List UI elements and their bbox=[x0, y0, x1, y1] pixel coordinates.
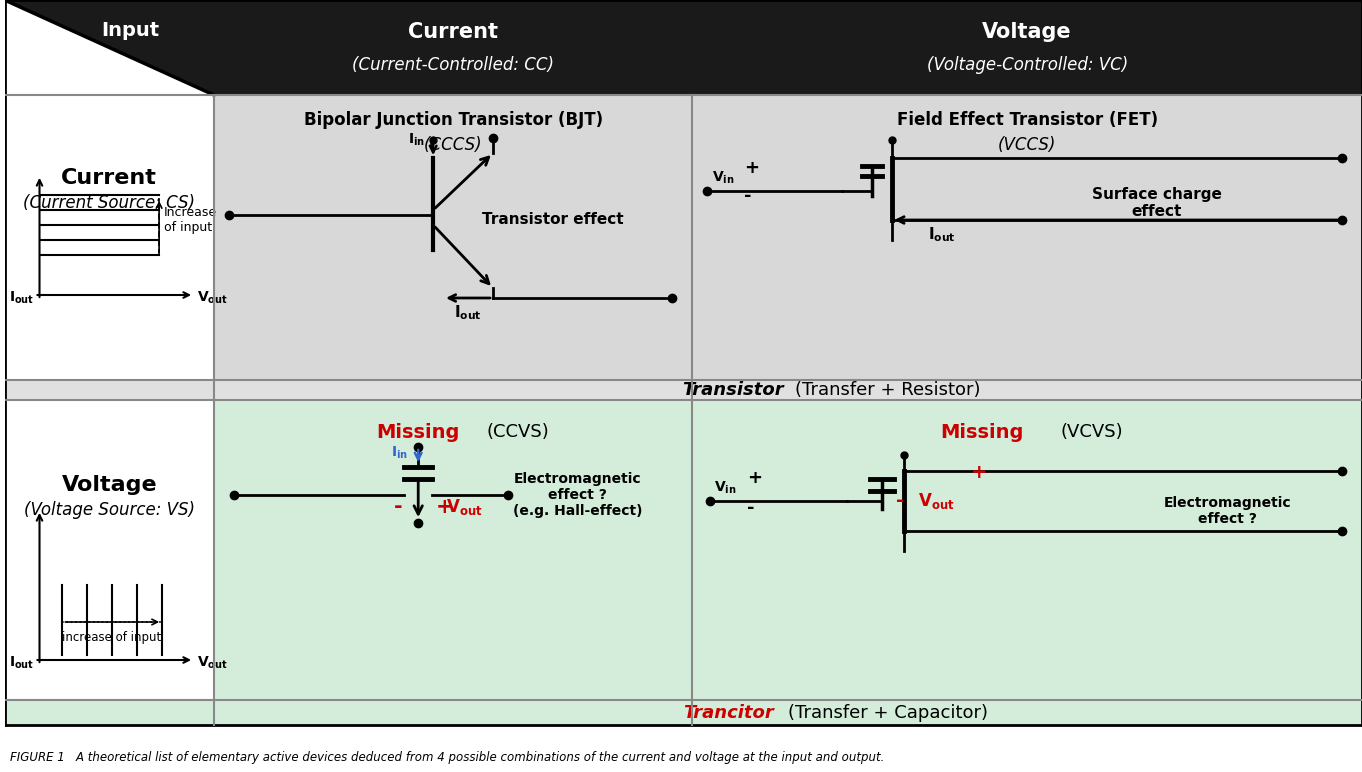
Bar bbox=[4, 400, 214, 700]
Text: Input: Input bbox=[101, 21, 159, 39]
Text: -: - bbox=[394, 497, 403, 517]
Text: V$_\mathregular{in}$: V$_\mathregular{in}$ bbox=[714, 480, 737, 496]
Text: V$_\mathregular{out}$: V$_\mathregular{out}$ bbox=[447, 497, 482, 517]
Text: Surface charge
effect: Surface charge effect bbox=[1092, 187, 1222, 219]
Text: V$_\mathregular{in}$: V$_\mathregular{in}$ bbox=[712, 170, 734, 186]
Bar bbox=[4, 95, 214, 380]
Text: Electromagnetic
effect ?
(e.g. Hall-effect): Electromagnetic effect ? (e.g. Hall-effe… bbox=[513, 472, 643, 518]
Text: +: + bbox=[436, 497, 454, 517]
Text: Voltage: Voltage bbox=[982, 22, 1072, 42]
Polygon shape bbox=[4, 0, 214, 95]
Text: (Voltage-Controlled: VC): (Voltage-Controlled: VC) bbox=[926, 56, 1128, 75]
Polygon shape bbox=[4, 0, 214, 95]
Text: Transistor: Transistor bbox=[682, 381, 785, 399]
Text: Electromagnetic
effect ?: Electromagnetic effect ? bbox=[1163, 496, 1291, 526]
Text: I$_\mathregular{out}$: I$_\mathregular{out}$ bbox=[10, 655, 34, 671]
Bar bbox=[214, 400, 692, 700]
Text: Field Effect Transistor (FET): Field Effect Transistor (FET) bbox=[896, 111, 1158, 129]
Text: (Transfer + Capacitor): (Transfer + Capacitor) bbox=[787, 703, 987, 722]
Text: increase of input: increase of input bbox=[63, 631, 162, 645]
Text: (CCVS): (CCVS) bbox=[486, 423, 549, 441]
Text: FIGURE 1   A theoretical list of elementary active devices deduced from 4 possib: FIGURE 1 A theoretical list of elementar… bbox=[10, 751, 884, 764]
Text: I$_\mathregular{in}$: I$_\mathregular{in}$ bbox=[391, 445, 409, 461]
Text: Current: Current bbox=[409, 22, 498, 42]
Text: Increase
of input: Increase of input bbox=[163, 206, 217, 234]
Text: I$_\mathregular{out}$: I$_\mathregular{out}$ bbox=[928, 225, 955, 245]
Bar bbox=[692, 95, 1362, 380]
Text: Missing: Missing bbox=[941, 422, 1024, 442]
Text: (Current-Controlled: CC): (Current-Controlled: CC) bbox=[353, 56, 554, 75]
Text: I$_\mathregular{out}$: I$_\mathregular{out}$ bbox=[454, 303, 482, 323]
Text: -: - bbox=[744, 187, 752, 205]
Text: V$_\mathregular{out}$: V$_\mathregular{out}$ bbox=[197, 290, 227, 306]
Text: (VCCS): (VCCS) bbox=[998, 136, 1057, 154]
Text: Bipolar Junction Transistor (BJT): Bipolar Junction Transistor (BJT) bbox=[304, 111, 602, 129]
Text: Trancitor: Trancitor bbox=[682, 703, 774, 722]
Text: I$_\mathregular{in}$: I$_\mathregular{in}$ bbox=[409, 132, 425, 148]
Text: Voltage: Voltage bbox=[61, 475, 157, 495]
Text: V$_\mathregular{out}$: V$_\mathregular{out}$ bbox=[918, 491, 955, 511]
Text: I$_\mathregular{out}$: I$_\mathregular{out}$ bbox=[10, 290, 34, 306]
Text: -: - bbox=[896, 492, 903, 510]
Text: Output: Output bbox=[23, 66, 99, 84]
Text: V$_\mathregular{out}$: V$_\mathregular{out}$ bbox=[197, 655, 227, 671]
Text: Missing: Missing bbox=[376, 422, 460, 442]
Text: +: + bbox=[971, 463, 987, 482]
Text: (Transfer + Resistor): (Transfer + Resistor) bbox=[795, 381, 981, 399]
Text: (VCVS): (VCVS) bbox=[1061, 423, 1124, 441]
Bar bbox=[692, 400, 1362, 700]
Text: Current: Current bbox=[61, 168, 157, 188]
Text: (CCCS): (CCCS) bbox=[424, 136, 482, 154]
Bar bbox=[214, 95, 692, 380]
Text: (Current Source: CS): (Current Source: CS) bbox=[23, 194, 195, 212]
Bar bbox=[4, 0, 1362, 95]
Text: (Voltage Source: VS): (Voltage Source: VS) bbox=[23, 501, 195, 519]
Bar bbox=[4, 380, 1362, 400]
Text: +: + bbox=[744, 159, 759, 177]
Text: +: + bbox=[748, 469, 763, 487]
Text: Transistor effect: Transistor effect bbox=[482, 212, 624, 228]
Text: -: - bbox=[748, 499, 755, 517]
Bar bbox=[4, 700, 1362, 725]
